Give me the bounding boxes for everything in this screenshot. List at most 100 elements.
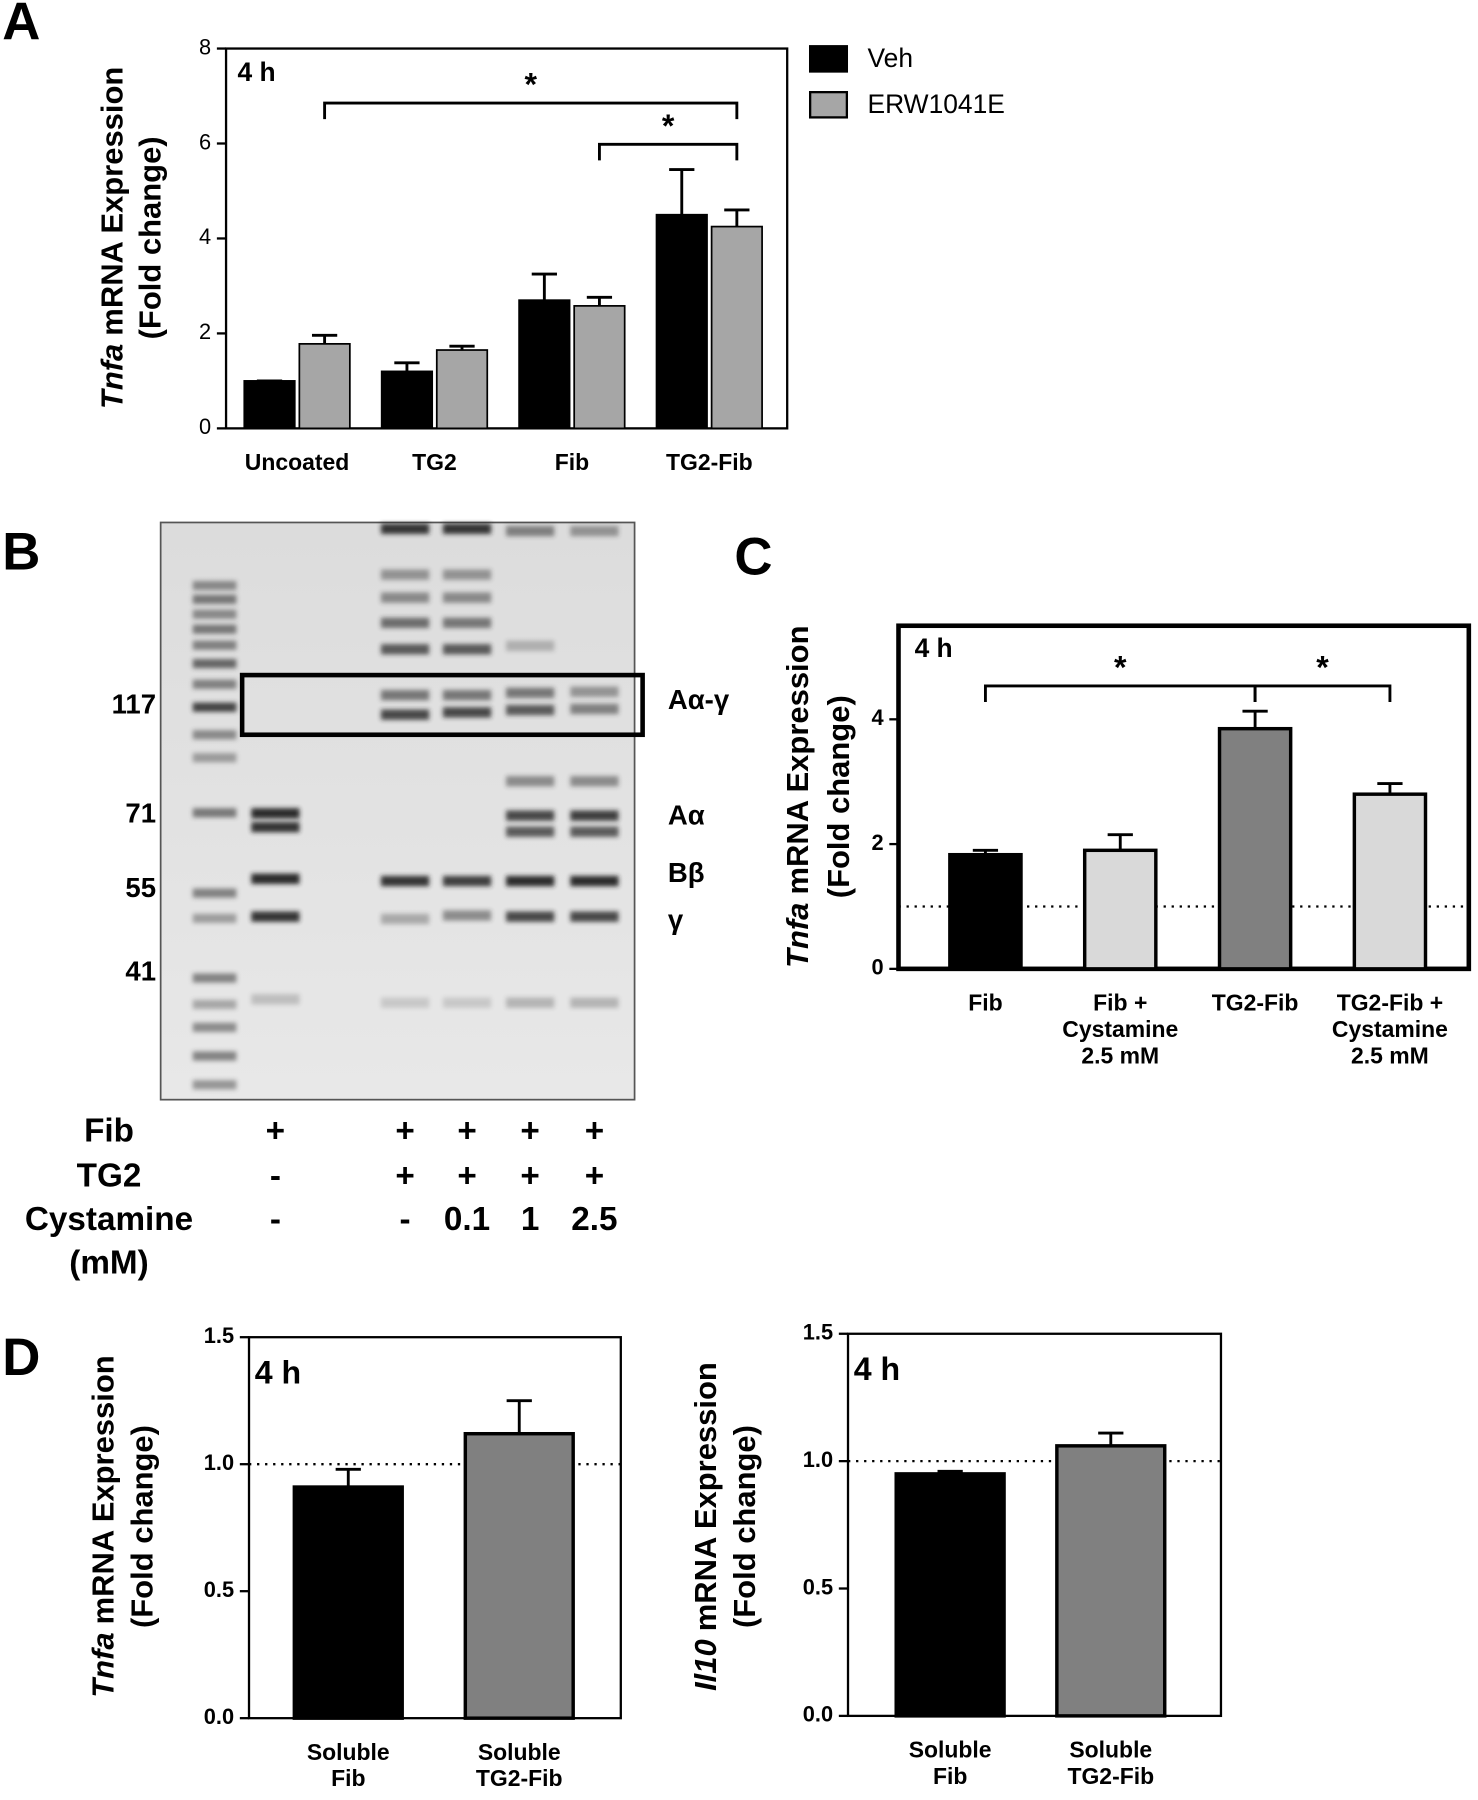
gel-band	[192, 753, 237, 763]
gel-band	[192, 580, 237, 591]
gel-band	[380, 644, 430, 655]
legend-swatch	[808, 91, 849, 119]
condition-label: Cystamine	[25, 1201, 193, 1238]
y-axis-title-part: mRNA Expression	[95, 67, 130, 336]
bar	[243, 380, 296, 430]
y-tick-label: 0	[871, 955, 883, 980]
condition-value: +	[457, 1157, 476, 1194]
gel-band	[192, 913, 237, 923]
y-tick-label: 2	[199, 319, 211, 344]
gel-band	[506, 525, 555, 537]
gel-band	[380, 617, 430, 629]
gel-band	[192, 730, 237, 740]
gel-band	[442, 875, 492, 887]
gel-band	[506, 810, 555, 821]
gel-band	[506, 875, 555, 887]
condition-value: -	[270, 1201, 281, 1238]
legend-label: ERW1041E	[868, 89, 1005, 119]
condition-value: +	[457, 1113, 476, 1150]
bar	[298, 342, 351, 430]
error-bar	[449, 344, 475, 351]
marker-label: 41	[125, 956, 156, 987]
gel-band	[442, 690, 492, 701]
condition-value: -	[270, 1157, 281, 1194]
error-bar	[394, 361, 420, 372]
significance-label: *	[1114, 649, 1127, 685]
y-tick-label: 4	[199, 224, 211, 249]
annotation: 4 h	[854, 1351, 900, 1387]
gel-band	[442, 592, 492, 603]
x-tick-label: TG2-Fib	[1212, 989, 1299, 1015]
significance-label: *	[1316, 649, 1329, 685]
band-label: Bβ	[668, 857, 705, 888]
gel-band	[442, 910, 492, 921]
y-axis-title: Tnfa mRNA Expression	[780, 625, 815, 967]
y-axis-title-part: (Fold change)	[727, 1425, 762, 1628]
y-axis-title-part: Il10	[688, 1639, 723, 1691]
gel-band	[251, 808, 300, 819]
gel-band	[506, 826, 555, 837]
x-tick-label: Cystamine	[1062, 1016, 1178, 1042]
gel-band	[570, 911, 619, 922]
gel-band	[380, 709, 430, 720]
y-axis-title: (Fold change)	[727, 1425, 762, 1628]
plot-frame	[846, 1332, 1223, 1718]
x-tick-label: TG2-Fib	[476, 1765, 563, 1791]
y-axis-title-part: Tnfa	[95, 344, 130, 409]
error-bar	[531, 272, 557, 301]
y-axis-title: (Fold change)	[821, 695, 856, 898]
error-bar	[1242, 709, 1268, 729]
bar	[435, 349, 489, 430]
legend-label: Veh	[868, 43, 913, 73]
x-tick-label: TG2	[412, 449, 457, 475]
x-tick-label: Cystamine	[1332, 1016, 1448, 1042]
bar	[518, 299, 571, 430]
bar	[380, 370, 434, 430]
gel-band	[380, 523, 430, 534]
gel-band	[570, 525, 619, 537]
annotation: 4 h	[915, 633, 953, 663]
error-bar	[311, 333, 338, 344]
band-label: γ	[668, 904, 684, 935]
x-tick-label: Fib	[968, 989, 1002, 1015]
gel-band	[570, 686, 619, 697]
condition-value: +	[266, 1113, 285, 1150]
y-axis-title: Il10 mRNA Expression	[688, 1362, 723, 1691]
condition-value: +	[520, 1157, 539, 1194]
gel-band	[192, 1080, 237, 1090]
gel-band	[192, 888, 237, 898]
gel-band	[506, 687, 555, 699]
condition-label: Fib	[84, 1113, 134, 1150]
condition-label: (mM)	[69, 1245, 148, 1282]
gel-band	[380, 592, 430, 603]
error-bar	[1377, 782, 1403, 795]
y-tick-label: 0.0	[803, 1702, 833, 1727]
bar	[292, 1485, 404, 1720]
y-axis-title-part: mRNA Expression	[780, 625, 815, 894]
y-axis-title: Tnfa mRNA Expression	[86, 1355, 121, 1697]
y-axis-title: (Fold change)	[133, 136, 168, 339]
x-tick-label: Fib	[555, 449, 589, 475]
band-label: Aα-γ	[668, 684, 730, 715]
gel-band	[192, 973, 237, 983]
y-tick-label: 6	[199, 129, 211, 154]
gel-band	[192, 594, 237, 604]
error-bar	[724, 208, 750, 227]
bar	[463, 1431, 575, 1720]
x-tick-label: Fib	[331, 1765, 365, 1791]
gel-band	[570, 703, 619, 715]
gel-band	[192, 609, 237, 619]
panel-label: B	[2, 523, 40, 582]
error-bar	[937, 1469, 963, 1474]
gel-band	[192, 702, 237, 712]
y-tick-label: 1.0	[204, 1450, 234, 1475]
bar	[1352, 792, 1428, 971]
gel-band	[570, 826, 619, 837]
bar	[1217, 726, 1293, 971]
legend-swatch	[808, 45, 849, 73]
x-tick-label: TG2-Fib +	[1337, 989, 1443, 1015]
bar	[1082, 848, 1158, 971]
y-tick-label: 1.5	[803, 1320, 833, 1345]
condition-value: -	[400, 1201, 411, 1238]
